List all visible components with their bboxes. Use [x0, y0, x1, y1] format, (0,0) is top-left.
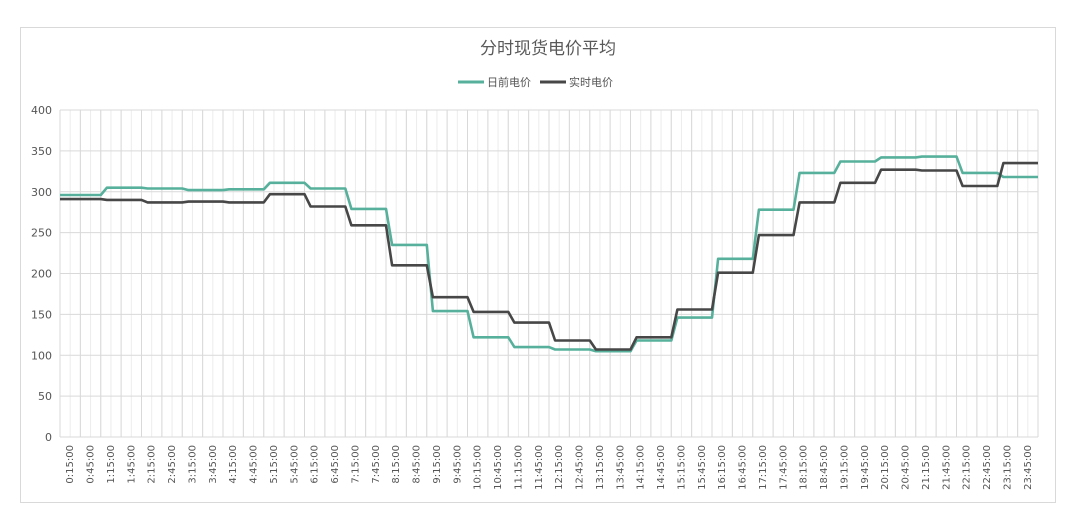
x-tick-label: 8:15:00: [391, 445, 402, 484]
x-tick-label: 22:15:00: [962, 445, 973, 490]
x-tick-label: 19:15:00: [839, 445, 850, 490]
x-tick-label: 14:15:00: [636, 445, 647, 490]
x-tick-label: 15:45:00: [697, 445, 708, 490]
x-axis-ticks: 0:15:00 0:45:00 1:15:00 1:45:00 2:15:00 2:45:…: [65, 445, 1034, 490]
x-tick-label: 14:45:00: [656, 445, 667, 490]
y-tick-label: 350: [31, 145, 52, 158]
x-tick-label: 17:45:00: [778, 445, 789, 490]
x-tick-label: 4:45:00: [249, 445, 260, 484]
x-tick-label: 11:15:00: [513, 445, 524, 490]
x-tick-label: 9:15:00: [432, 445, 443, 484]
y-tick-label: 50: [38, 390, 52, 403]
x-tick-label: 7:15:00: [350, 445, 361, 484]
y-axis-ticks: 0 50 100 150 200 250 300 350 400: [31, 104, 52, 444]
x-tick-label: 13:15:00: [595, 445, 606, 490]
x-tick-label: 5:45:00: [289, 445, 300, 484]
legend-label-real-time: 实时电价: [569, 75, 613, 89]
x-tick-label: 17:15:00: [758, 445, 769, 490]
x-tick-label: 10:15:00: [473, 445, 484, 490]
series-line-real-time: [60, 161, 1038, 351]
x-tick-label: 19:45:00: [860, 445, 871, 490]
y-tick-label: 250: [31, 227, 52, 240]
x-tick-label: 20:45:00: [901, 445, 912, 490]
grid: [59, 109, 1039, 438]
x-tick-label: 23:15:00: [1002, 445, 1013, 490]
x-tick-label: 7:45:00: [371, 445, 382, 484]
y-tick-label: 200: [31, 268, 52, 281]
x-tick-label: 3:45:00: [208, 445, 219, 484]
x-tick-label: 8:45:00: [412, 445, 423, 484]
x-tick-label: 5:15:00: [269, 445, 280, 484]
y-tick-label: 300: [31, 186, 52, 199]
x-tick-label: 9:45:00: [452, 445, 463, 484]
x-tick-label: 6:45:00: [330, 445, 341, 484]
x-tick-label: 18:45:00: [819, 445, 830, 490]
x-tick-label: 1:45:00: [126, 445, 137, 484]
x-tick-label: 1:15:00: [106, 445, 117, 484]
y-tick-label: 150: [31, 308, 52, 321]
y-tick-label: 0: [45, 431, 52, 444]
x-tick-label: 0:45:00: [86, 445, 97, 484]
x-tick-label: 12:15:00: [554, 445, 565, 490]
x-tick-label: 13:45:00: [615, 445, 626, 490]
x-tick-label: 6:15:00: [310, 445, 321, 484]
x-tick-label: 16:45:00: [738, 445, 749, 490]
x-tick-label: 2:45:00: [167, 445, 178, 484]
x-tick-label: 15:15:00: [676, 445, 687, 490]
x-tick-label: 20:15:00: [880, 445, 891, 490]
legend-label-day-ahead: 日前电价: [487, 75, 531, 89]
x-tick-label: 2:15:00: [147, 445, 158, 484]
series-line-day-ahead: [60, 155, 1038, 353]
x-tick-label: 21:15:00: [921, 445, 932, 490]
x-tick-label: 4:15:00: [228, 445, 239, 484]
x-tick-label: 22:45:00: [982, 445, 993, 490]
x-tick-label: 0:15:00: [65, 445, 76, 484]
x-tick-label: 12:45:00: [575, 445, 586, 490]
legend: 日前电价 实时电价: [458, 75, 613, 89]
x-tick-label: 18:15:00: [799, 445, 810, 490]
x-tick-label: 11:45:00: [534, 445, 545, 490]
x-tick-label: 3:15:00: [187, 445, 198, 484]
y-tick-label: 400: [31, 104, 52, 117]
x-tick-label: 23:45:00: [1023, 445, 1034, 490]
chart-title: 分时现货电价平均: [480, 39, 616, 59]
x-tick-label: 21:45:00: [941, 445, 952, 490]
x-tick-label: 10:45:00: [493, 445, 504, 490]
y-tick-label: 100: [31, 349, 52, 362]
series-lines: [60, 155, 1038, 353]
x-tick-label: 16:15:00: [717, 445, 728, 490]
